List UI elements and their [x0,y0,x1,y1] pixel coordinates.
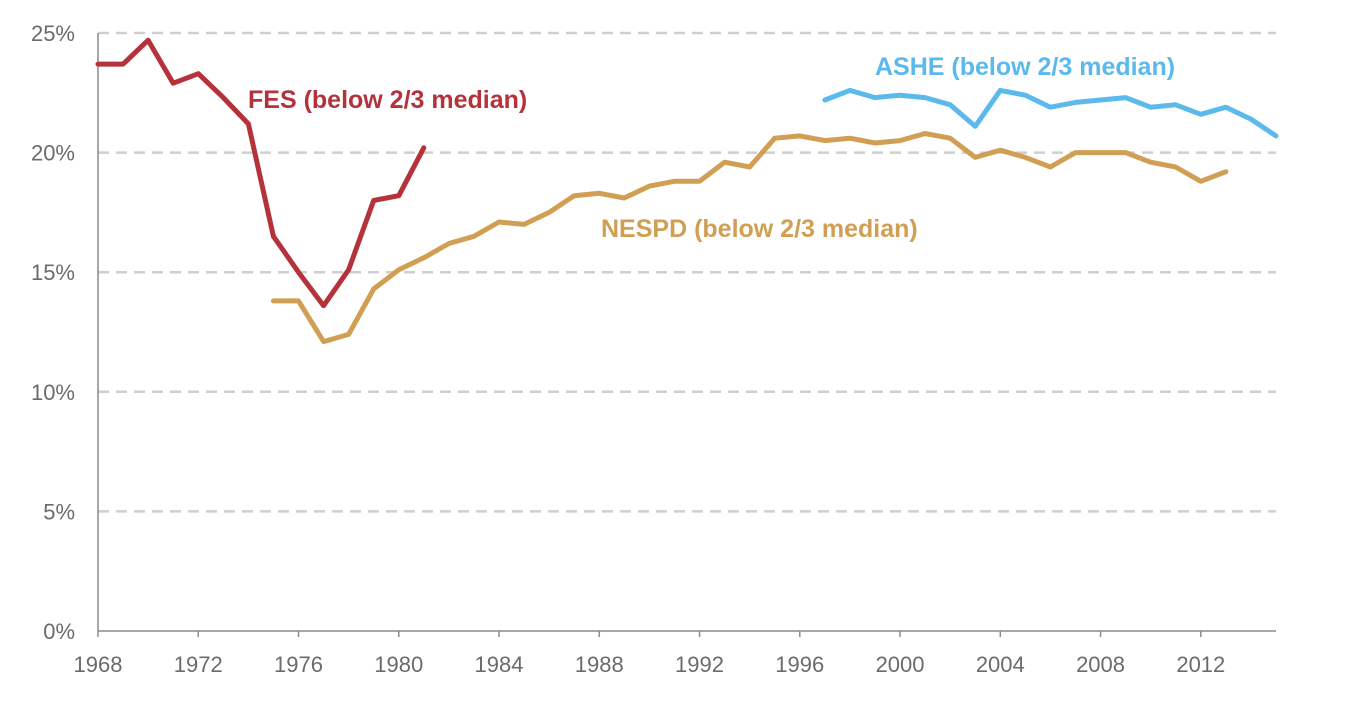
x-tick-label: 1972 [174,652,223,677]
y-tick-label: 15% [31,260,75,285]
x-tick-label: 1976 [274,652,323,677]
y-tick-label: 20% [31,141,75,166]
y-tick-label: 25% [31,21,75,46]
x-tick-label: 1968 [74,652,123,677]
x-tick-label: 1988 [575,652,624,677]
y-axis-tick-labels: 0% 5% 10% 15% 20% 25% [31,21,75,644]
y-tick-label: 0% [43,619,75,644]
series-label-nespd: NESPD (below 2/3 median) [601,215,918,243]
x-tick-label: 1984 [475,652,524,677]
x-tick-label: 2004 [976,652,1025,677]
x-tick-label: 1980 [374,652,423,677]
x-tick-label: 1996 [775,652,824,677]
y-tick-label: 5% [43,499,75,524]
y-tick-label: 10% [31,380,75,405]
axes [97,33,1276,637]
x-axis-tick-labels: 1968 1972 1976 1980 1984 1988 1992 1996 2000 2004… [74,652,1226,677]
x-tick-label: 2008 [1076,652,1125,677]
x-tick-label: 1992 [675,652,724,677]
series-labels: FES (below 2/3 median) NESPD (below 2/3 … [248,53,1175,243]
series-lines [95,37,1279,345]
series-label-fes: FES (below 2/3 median) [248,86,527,114]
series-line-ashe [822,87,1279,139]
x-tick-label: 2000 [876,652,925,677]
series-line-fes [95,37,427,309]
series-line-nespd [270,131,1229,345]
x-tick-label: 2012 [1176,652,1225,677]
series-label-ashe: ASHE (below 2/3 median) [875,53,1175,81]
